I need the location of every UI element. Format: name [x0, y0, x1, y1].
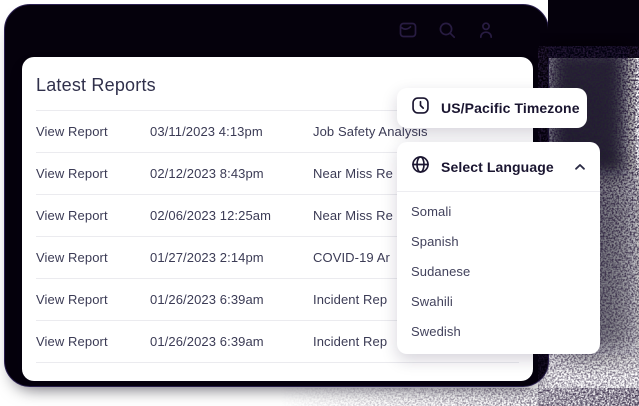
- table-row: View Report 01/26/2023 6:39am Incident R…: [36, 279, 519, 321]
- table-row: View Report 03/11/2023 4:13pm Job Safety…: [36, 111, 519, 153]
- table-row: View Report 02/12/2023 8:43pm Near Miss …: [36, 153, 519, 195]
- table-row: View Report 01/26/2023 6:39am Incident R…: [36, 321, 519, 363]
- report-name: Job Safety Analysis: [313, 124, 428, 139]
- report-date: 02/06/2023 12:25am: [150, 208, 272, 223]
- report-date: 02/12/2023 8:43pm: [150, 166, 264, 181]
- report-name: Near Miss Re: [313, 208, 393, 223]
- view-report-link[interactable]: View Report: [36, 250, 108, 265]
- bag-icon[interactable]: [396, 18, 420, 42]
- view-report-link[interactable]: View Report: [36, 166, 108, 181]
- chevron-up-icon: [575, 164, 585, 170]
- report-date: 01/26/2023 6:39am: [150, 334, 264, 349]
- report-date: 01/27/2023 2:14pm: [150, 250, 264, 265]
- language-option[interactable]: Swahili: [411, 293, 453, 309]
- user-icon[interactable]: [474, 18, 498, 42]
- page-title: Latest Reports: [36, 75, 156, 95]
- report-name: Incident Rep: [313, 292, 388, 307]
- table-row: View Report 01/27/2023 2:14pm COVID-19 A…: [36, 237, 519, 279]
- language-option[interactable]: Somali: [411, 203, 452, 219]
- language-dropdown-toggle[interactable]: Select Language: [397, 142, 600, 192]
- view-report-link[interactable]: View Report: [36, 208, 108, 223]
- reports-table: View Report 03/11/2023 4:13pm Job Safety…: [36, 110, 519, 363]
- search-icon[interactable]: [435, 18, 459, 42]
- language-options: Somali Spanish Sudanese Swahili Swedish: [397, 192, 600, 350]
- language-option[interactable]: Sudanese: [411, 263, 471, 279]
- timezone-dropdown[interactable]: US/Pacific Timezone: [397, 88, 587, 128]
- report-name: Near Miss Re: [313, 166, 393, 181]
- toolbar: [396, 18, 498, 42]
- globe-icon: [410, 154, 431, 180]
- language-option[interactable]: Swedish: [411, 323, 461, 339]
- view-report-link[interactable]: View Report: [36, 334, 108, 349]
- report-date: 01/26/2023 6:39am: [150, 292, 264, 307]
- report-date: 03/11/2023 4:13pm: [150, 124, 263, 139]
- view-report-link[interactable]: View Report: [36, 124, 108, 139]
- timezone-label: US/Pacific Timezone: [441, 100, 580, 116]
- view-report-link[interactable]: View Report: [36, 292, 108, 307]
- report-name: Incident Rep: [313, 334, 388, 349]
- report-name: COVID-19 Ar: [313, 250, 390, 265]
- table-row: View Report 02/06/2023 12:25am Near Miss…: [36, 195, 519, 237]
- language-dropdown: Select Language Somali Spanish Sudanese …: [397, 142, 600, 354]
- clock-icon: [410, 95, 431, 121]
- language-option[interactable]: Spanish: [411, 233, 459, 249]
- language-title: Select Language: [441, 159, 554, 175]
